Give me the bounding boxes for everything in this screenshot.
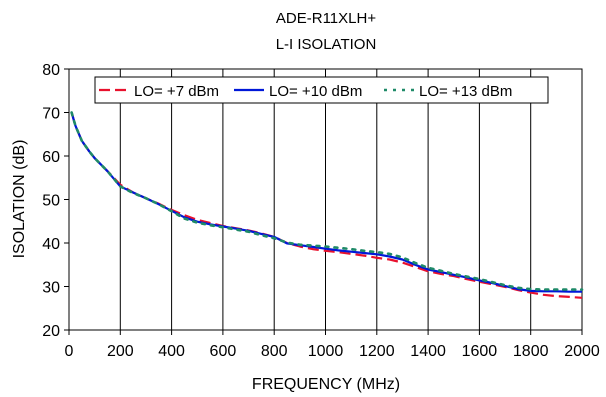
legend-label-3: LO= +13 dBm <box>419 83 512 100</box>
x-tick-label: 1200 <box>359 343 395 360</box>
grid-layer <box>64 68 583 335</box>
y-tick-label: 30 <box>42 280 60 297</box>
x-tick-label: 800 <box>261 343 288 360</box>
x-tick-label: 2000 <box>564 343 600 360</box>
legend-label-1: LO= +7 dBm <box>134 83 219 100</box>
x-tick-label: 1600 <box>462 343 498 360</box>
legend-box <box>94 76 549 104</box>
y-tick-label: 50 <box>42 193 60 210</box>
chart-subtitle: L-I ISOLATION <box>276 36 377 53</box>
x-tick-label: 1000 <box>308 343 344 360</box>
chart-title: ADE-R11XLH+ <box>276 10 376 27</box>
x-tick-label: 0 <box>65 343 74 360</box>
x-axis-label: FREQUENCY (MHz) <box>252 376 400 393</box>
y-tick-label: 70 <box>42 106 60 123</box>
series-line-2 <box>70 112 582 293</box>
series-line-3 <box>70 111 584 291</box>
x-tick-label: 200 <box>107 343 134 360</box>
series-line-1 <box>70 112 583 299</box>
legend-label-2: LO= +10 dBm <box>269 83 362 100</box>
x-tick-label: 400 <box>158 343 185 360</box>
plot-frame <box>68 68 583 331</box>
y-tick-label: 60 <box>42 149 60 166</box>
x-tick-label: 600 <box>210 343 237 360</box>
y-tick-label: 40 <box>42 236 60 253</box>
x-tick-label: 1400 <box>410 343 446 360</box>
y-tick-label: 20 <box>42 323 60 340</box>
y-axis-label: ISOLATION (dB) <box>11 140 28 259</box>
x-tick-label: 1800 <box>513 343 549 360</box>
y-tick-label: 80 <box>42 62 60 79</box>
